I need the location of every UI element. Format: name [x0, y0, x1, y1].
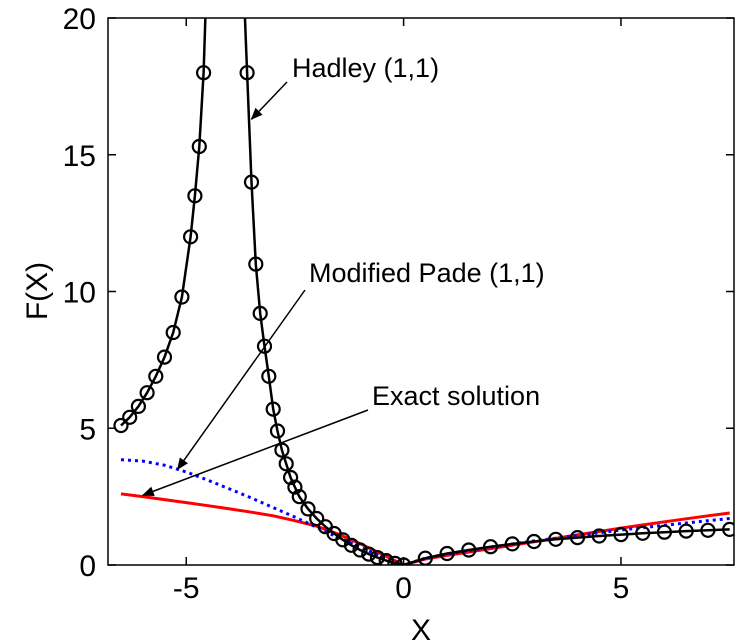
hadley-point	[439, 545, 455, 562]
hadley-point	[656, 524, 673, 540]
hadley-point	[722, 521, 734, 537]
annotation-hadley-text: Hadley (1,1)	[292, 53, 439, 83]
y-tick-label: 10	[63, 277, 96, 310]
hadley-point	[139, 385, 155, 401]
hadley-point	[174, 289, 190, 305]
hadley-point	[569, 529, 586, 546]
hadley-point	[343, 537, 359, 553]
hadley-point	[243, 174, 260, 190]
annotation-pade-arrow	[176, 289, 306, 471]
hadley-point	[678, 523, 694, 539]
hadley-point	[148, 368, 164, 384]
y-tick-label: 15	[63, 140, 96, 173]
hadley-point	[252, 305, 268, 321]
hadley-point	[526, 533, 542, 550]
hadley-point	[113, 417, 129, 434]
hadley-point	[613, 526, 629, 543]
x-axis-label: X	[411, 614, 431, 642]
hadley-point	[283, 469, 299, 486]
y-tick-label: 20	[63, 3, 96, 36]
annotations: Hadley (1,1) Modified Pade (1,1) Exact sol…	[141, 53, 545, 497]
hadley-point	[309, 510, 325, 527]
hadley-point	[291, 489, 307, 505]
y-tick-label: 0	[79, 550, 96, 583]
hadley-point	[187, 188, 203, 204]
series-pade-line	[120, 458, 730, 565]
series-hadley-line-left	[120, 18, 207, 427]
axes: -5 0 5 0 5 10 15 20	[63, 3, 735, 605]
hadley-point	[287, 479, 303, 495]
hadley-point	[300, 501, 316, 517]
hadley-point	[130, 398, 146, 414]
x-tick-label: 5	[613, 572, 630, 605]
x-tick-label: -5	[173, 572, 200, 605]
hadley-point	[122, 409, 138, 425]
hadley-point	[635, 525, 651, 541]
hadley-point	[265, 401, 281, 417]
hadley-point	[274, 442, 290, 458]
x-tick-label: 0	[395, 572, 412, 605]
hadley-point	[165, 324, 181, 341]
hadley-point	[256, 338, 273, 354]
hadley-point	[191, 138, 207, 155]
hadley-point	[369, 550, 386, 565]
hadley-point	[378, 553, 394, 565]
hadley-point	[269, 423, 286, 439]
hadley-point	[387, 555, 403, 565]
hadley-point	[352, 542, 368, 558]
hadley-point	[461, 542, 477, 558]
hadley-point	[504, 536, 520, 552]
series-hadley-line-right	[243, 18, 730, 565]
hadley-point	[483, 539, 499, 555]
hadley-point	[548, 531, 564, 547]
hadley-point	[361, 546, 377, 562]
hadley-point	[261, 368, 277, 384]
hadley-point	[156, 349, 173, 365]
hadley-point	[591, 528, 607, 544]
annotation-hadley-arrow	[250, 81, 288, 120]
annotation-exact-text: Exact solution	[372, 381, 540, 411]
annotation-pade-text: Modified Pade (1,1)	[309, 258, 545, 288]
hadley-point	[278, 456, 294, 472]
annotation-exact-arrow	[141, 409, 369, 497]
y-axis-label: F(X)	[21, 262, 54, 320]
hadley-point	[248, 256, 264, 272]
y-tick-label: 5	[79, 413, 96, 446]
hadley-point	[239, 65, 255, 81]
hadley-point	[196, 65, 212, 81]
hadley-point	[700, 522, 716, 538]
hadley-point	[183, 229, 199, 245]
